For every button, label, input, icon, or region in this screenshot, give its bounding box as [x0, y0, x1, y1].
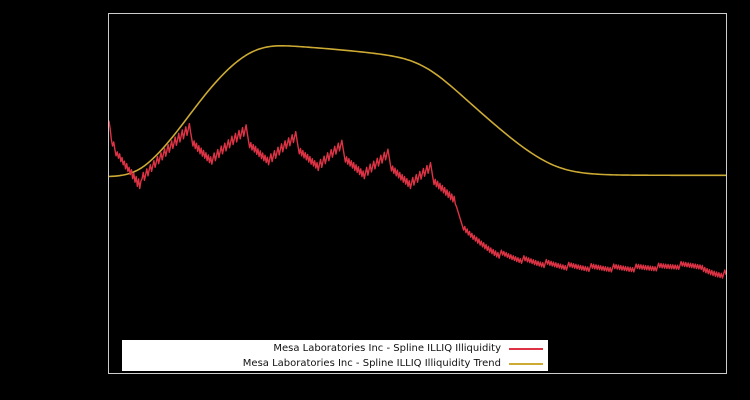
plot-area — [108, 13, 727, 374]
series-line-trend — [109, 44, 726, 178]
legend-swatch-illiquidity — [509, 347, 543, 350]
series-group — [109, 44, 726, 279]
legend-swatch-illiquidity-trend — [509, 362, 543, 365]
series-line-illiquidity — [109, 120, 726, 279]
chart-canvas — [109, 44, 726, 279]
legend-entry-illiquidity[interactable]: Mesa Laboratories Inc - Spline ILLIQ Ill… — [123, 341, 547, 356]
legend-label-illiquidity: Mesa Laboratories Inc - Spline ILLIQ Ill… — [273, 342, 501, 354]
chart-legend[interactable]: Mesa Laboratories Inc - Spline ILLIQ Ill… — [122, 340, 548, 371]
legend-entry-illiquidity-trend[interactable]: Mesa Laboratories Inc - Spline ILLIQ Ill… — [123, 356, 547, 371]
y-axis-tick-labels: 100000000001000000001000000100001001 — [0, 0, 103, 400]
legend-label-illiquidity-trend: Mesa Laboratories Inc - Spline ILLIQ Ill… — [242, 357, 501, 369]
